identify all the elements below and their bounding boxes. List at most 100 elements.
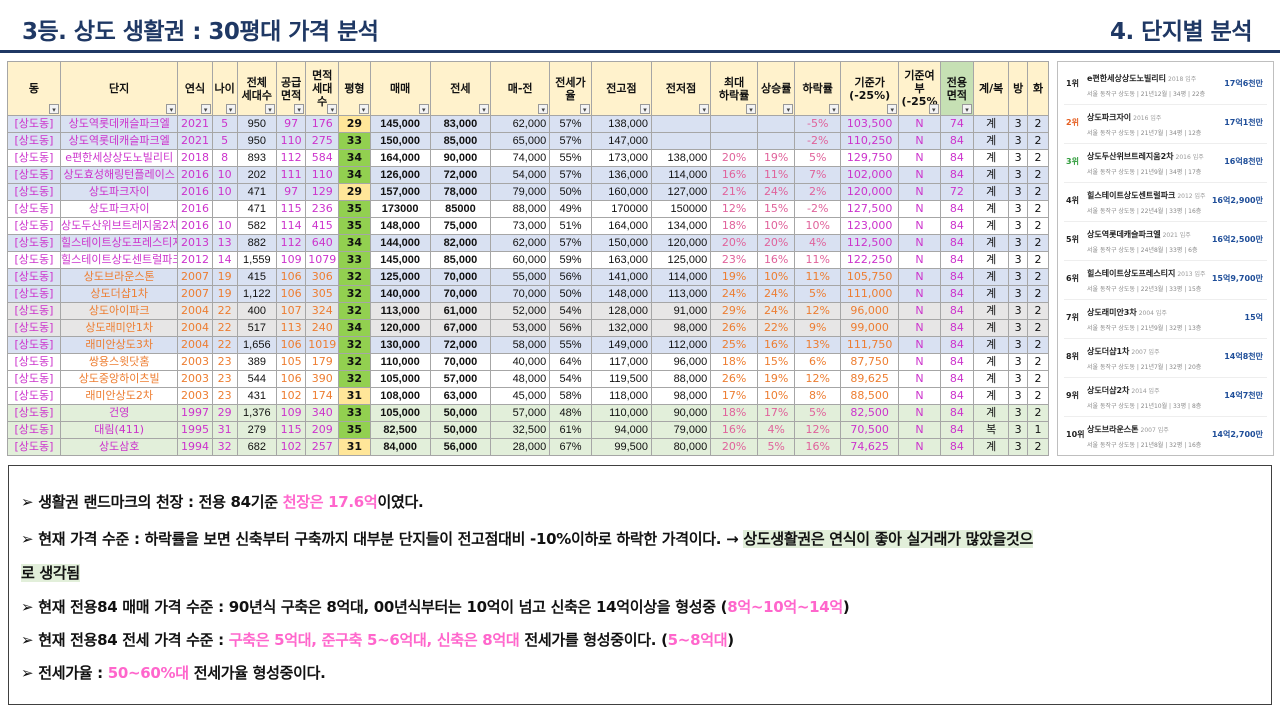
table-cell: 56% bbox=[549, 319, 592, 337]
filter-dropdown-icon[interactable]: ▾ bbox=[418, 104, 429, 114]
table-cell: N bbox=[898, 387, 941, 405]
table-cell: [상도동] bbox=[7, 302, 61, 320]
table-cell: N bbox=[898, 319, 941, 337]
table-cell: 148,000 bbox=[590, 285, 653, 303]
filter-dropdown-icon[interactable]: ▾ bbox=[327, 104, 338, 114]
summary-text: ➢ 현재 전용84 전세 가격 수준 : bbox=[21, 631, 229, 649]
complex-name-text: e편한세상상도노빌리티 bbox=[1087, 74, 1167, 83]
summary-text: 이였다. bbox=[377, 493, 424, 511]
table-cell: 138,000 bbox=[590, 115, 653, 133]
table-cell: 13% bbox=[794, 336, 842, 354]
table-cell: 24% bbox=[710, 285, 758, 303]
table-cell: 56% bbox=[549, 268, 592, 286]
table-header-row: 동 ▾ 단지 ▾ 연식 ▾ 나이 ▾ 전체 세대수 ▾ 공급 면적 ▾ 면적 세대 수 ▾ 평형 ▾ 매매 ▾ 전세… bbox=[7, 61, 1049, 116]
ranking-complex-name: 힐스테이트상도센트럴파크 2012 입주 bbox=[1087, 190, 1206, 201]
table-cell: 136,000 bbox=[590, 166, 653, 184]
filter-dropdown-icon[interactable]: ▾ bbox=[699, 104, 710, 114]
filter-dropdown-icon[interactable]: ▾ bbox=[928, 104, 939, 114]
table-cell: 74,625 bbox=[840, 438, 900, 456]
table-cell: 16% bbox=[794, 438, 842, 456]
column-header: 단지 ▾ bbox=[59, 61, 179, 116]
table-cell: 99,500 bbox=[590, 438, 653, 456]
complex-year: 2012 입주 bbox=[1177, 193, 1206, 200]
filter-dropdown-icon[interactable]: ▾ bbox=[962, 104, 973, 114]
ranking-item: 10위 상도브라운스톤 2007 입주 서울 동작구 상도동 | 21년8월 | 32… bbox=[1058, 417, 1273, 453]
table-cell: [상도동] bbox=[7, 217, 61, 235]
price-table-container: 동 ▾ 단지 ▾ 연식 ▾ 나이 ▾ 전체 세대수 ▾ 공급 면적 ▾ 면적 세대 수 ▾ 평형 ▾ 매매 ▾ 전세… bbox=[7, 61, 1049, 456]
ranking-detail: 서울 동작구 상도동 | 21년12월 | 34평 | 22층 bbox=[1087, 91, 1206, 98]
table-cell: 5% bbox=[794, 285, 842, 303]
table-cell: 174 bbox=[305, 387, 340, 405]
table-cell: 118,000 bbox=[590, 387, 653, 405]
column-header: 기준가 (-25%) ▾ bbox=[840, 61, 900, 116]
table-cell: 18% bbox=[710, 217, 758, 235]
ranking-price: 15억9,700만 bbox=[1211, 274, 1263, 283]
filter-dropdown-icon[interactable]: ▾ bbox=[265, 104, 276, 114]
table-cell: 415 bbox=[305, 217, 340, 235]
table-cell: 57,000 bbox=[429, 370, 492, 388]
filter-dropdown-icon[interactable]: ▾ bbox=[640, 104, 651, 114]
filter-dropdown-icon[interactable]: ▾ bbox=[225, 104, 236, 114]
summary-highlight: 50~60%대 bbox=[107, 664, 189, 682]
filter-dropdown-icon[interactable]: ▾ bbox=[200, 104, 211, 114]
table-cell bbox=[710, 115, 758, 133]
filter-dropdown-icon[interactable]: ▾ bbox=[745, 104, 756, 114]
table-cell: 150000 bbox=[651, 200, 712, 218]
table-cell: 54,000 bbox=[490, 166, 551, 184]
table-cell: 25% bbox=[710, 336, 758, 354]
filter-dropdown-icon[interactable]: ▾ bbox=[166, 104, 177, 114]
table-cell: -2% bbox=[794, 200, 842, 218]
table-cell: 84 bbox=[939, 149, 975, 167]
table-row: [상도동] e편한세상상도노빌리티 2018 8 893 112 584 34 164,000 9… bbox=[7, 149, 1049, 167]
filter-dropdown-icon[interactable]: ▾ bbox=[358, 104, 369, 114]
table-cell: -5% bbox=[794, 115, 842, 133]
complex-year: 2007 입주 bbox=[1140, 427, 1169, 434]
table-cell: 57% bbox=[549, 166, 592, 184]
summary-text: ) bbox=[842, 598, 850, 616]
filter-dropdown-icon[interactable]: ▾ bbox=[538, 104, 549, 114]
column-header-label: 기준가 (-25%) bbox=[849, 75, 891, 102]
table-cell: 22 bbox=[211, 319, 238, 337]
table-cell: 3 bbox=[1008, 149, 1029, 167]
filter-dropdown-icon[interactable]: ▾ bbox=[479, 104, 490, 114]
summary-text: ➢ 전세가율 : bbox=[21, 664, 108, 682]
table-cell: 70,000 bbox=[490, 285, 551, 303]
table-cell: 21% bbox=[710, 183, 758, 201]
column-header-label: 매매 bbox=[390, 82, 411, 95]
filter-dropdown-icon[interactable]: ▾ bbox=[887, 104, 898, 114]
table-cell: 517 bbox=[236, 319, 278, 337]
table-cell: 16% bbox=[756, 336, 796, 354]
table-cell: 3 bbox=[1008, 183, 1029, 201]
ranking-price: 16억2,500만 bbox=[1211, 235, 1263, 244]
column-header: 전세 ▾ bbox=[429, 61, 492, 116]
table-cell: [상도동] bbox=[7, 268, 61, 286]
table-cell: 98,000 bbox=[651, 319, 712, 337]
table-cell: -2% bbox=[794, 132, 842, 150]
table-cell: 26% bbox=[710, 319, 758, 337]
column-header: 하락률 ▾ bbox=[794, 61, 842, 116]
filter-dropdown-icon[interactable]: ▾ bbox=[829, 104, 840, 114]
ranking-item: 2위 상도파크자이 2016 입주 서울 동작구 상도동 | 21년7월 | 34평 … bbox=[1058, 105, 1273, 141]
table-cell: 202 bbox=[236, 166, 278, 184]
table-cell: 2 bbox=[1027, 285, 1049, 303]
table-cell: 계 bbox=[973, 234, 1010, 252]
table-cell: [상도동] bbox=[7, 251, 61, 269]
table-cell: 84 bbox=[939, 336, 975, 354]
table-cell: 1,656 bbox=[236, 336, 278, 354]
ranking-detail: 서울 동작구 상도동 | 21년7월 | 34평 | 12층 bbox=[1087, 130, 1202, 137]
table-cell: 113 bbox=[276, 319, 307, 337]
filter-dropdown-icon[interactable]: ▾ bbox=[294, 104, 305, 114]
filter-dropdown-icon[interactable]: ▾ bbox=[579, 104, 590, 114]
column-header-label: 기준여 부 (-25% bbox=[901, 69, 938, 108]
filter-dropdown-icon[interactable]: ▾ bbox=[48, 104, 59, 114]
table-cell: 34 bbox=[338, 166, 371, 184]
table-cell: 147,000 bbox=[590, 132, 653, 150]
complex-year: 2013 입주 bbox=[1177, 271, 1206, 278]
complex-year: 2016 입주 bbox=[1133, 115, 1162, 122]
ranking-item: 9위 상도더샵2차 2014 입주 서울 동작구 상도동 | 21년10월 | 33평… bbox=[1058, 378, 1273, 414]
table-cell: 67,000 bbox=[429, 319, 492, 337]
table-cell: 32 bbox=[338, 353, 371, 371]
filter-dropdown-icon[interactable]: ▾ bbox=[783, 104, 794, 114]
table-cell: 3 bbox=[1008, 336, 1029, 354]
table-cell: 3 bbox=[1008, 166, 1029, 184]
